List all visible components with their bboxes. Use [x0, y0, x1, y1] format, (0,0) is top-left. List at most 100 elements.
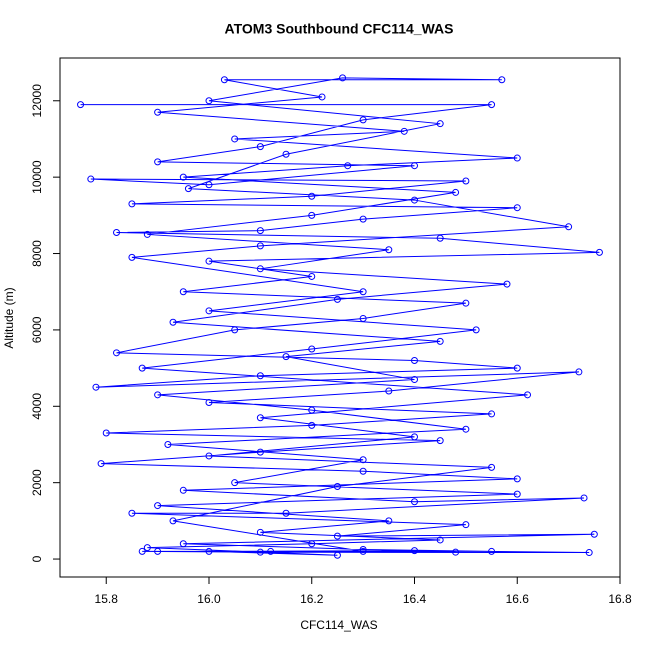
y-tick-label: 12000: [30, 84, 44, 118]
data-point: [359, 546, 367, 554]
data-point: [256, 265, 264, 273]
data-point: [436, 120, 444, 128]
data-point: [410, 498, 418, 506]
data-point: [333, 551, 341, 559]
data-point: [256, 227, 264, 235]
plot-frame: [59, 57, 621, 578]
data-point: [184, 185, 192, 193]
data-point: [462, 299, 470, 307]
data-point: [154, 547, 162, 555]
data-point: [179, 540, 187, 548]
data-point: [220, 76, 228, 84]
data-point: [452, 548, 460, 556]
data-point: [410, 433, 418, 441]
data-point: [472, 326, 480, 334]
data-point: [524, 391, 532, 399]
y-tick-label: 6000: [30, 316, 44, 343]
data-point: [179, 173, 187, 181]
data-point: [205, 97, 213, 105]
data-point: [282, 150, 290, 158]
data-point: [308, 345, 316, 353]
data-point: [436, 234, 444, 242]
data-point: [128, 200, 136, 208]
data-point: [462, 425, 470, 433]
data-point: [138, 364, 146, 372]
data-point: [308, 406, 316, 414]
data-point: [513, 364, 521, 372]
data-point: [590, 530, 598, 538]
x-tick-label: 16.6: [506, 592, 530, 606]
data-point: [154, 158, 162, 166]
chart-title: ATOM3 Southbound CFC114_WAS: [225, 21, 454, 37]
data-point: [282, 509, 290, 517]
data-point: [452, 188, 460, 196]
data-point: [410, 196, 418, 204]
data-point: [488, 410, 496, 418]
x-axis-label: CFC114_WAS: [300, 618, 377, 632]
data-point: [256, 143, 264, 151]
data-point: [308, 211, 316, 219]
data-point: [256, 528, 264, 536]
data-point: [513, 490, 521, 498]
data-point: [205, 181, 213, 189]
data-point: [87, 175, 95, 183]
data-point: [92, 383, 100, 391]
data-point: [231, 479, 239, 487]
data-point: [565, 223, 573, 231]
data-point: [385, 387, 393, 395]
data-point: [436, 337, 444, 345]
data-point: [143, 544, 151, 552]
data-point: [256, 372, 264, 380]
data-point: [308, 192, 316, 200]
data-point: [488, 547, 496, 555]
data-point: [462, 177, 470, 185]
data-point: [410, 547, 418, 555]
data-point: [179, 486, 187, 494]
data-point: [359, 314, 367, 322]
data-point: [113, 229, 121, 237]
data-point: [154, 108, 162, 116]
data-point: [498, 76, 506, 84]
x-tick-label: 16.2: [300, 592, 324, 606]
data-point: [513, 475, 521, 483]
data-point: [77, 101, 85, 109]
data-point: [488, 101, 496, 109]
data-point: [308, 272, 316, 280]
data-point: [308, 540, 316, 548]
data-point: [267, 547, 275, 555]
y-tick-label: 2000: [30, 469, 44, 496]
data-point: [205, 257, 213, 265]
y-tick-label: 4000: [30, 393, 44, 420]
data-point: [205, 307, 213, 315]
data-point: [164, 440, 172, 448]
y-tick-label: 0: [30, 555, 44, 562]
data-point: [595, 248, 603, 256]
data-point: [256, 414, 264, 422]
data-point: [513, 154, 521, 162]
data-point: [143, 230, 151, 238]
data-point: [256, 242, 264, 250]
data-line: [80, 77, 600, 556]
y-axis-label: Altitude (m): [2, 287, 16, 348]
data-point: [359, 456, 367, 464]
data-point: [282, 353, 290, 361]
data-point: [344, 162, 352, 170]
data-point: [503, 280, 511, 288]
data-point: [128, 509, 136, 517]
data-point: [580, 494, 588, 502]
data-point: [128, 253, 136, 261]
data-point: [410, 376, 418, 384]
data-point: [231, 326, 239, 334]
data-point: [231, 135, 239, 143]
data-point: [385, 517, 393, 525]
x-tick-label: 16.4: [403, 592, 427, 606]
data-point: [410, 162, 418, 170]
data-point: [205, 452, 213, 460]
data-point: [256, 448, 264, 456]
data-point: [333, 295, 341, 303]
data-point: [359, 116, 367, 124]
data-point: [97, 460, 105, 468]
data-point: [359, 288, 367, 296]
data-point: [154, 502, 162, 510]
